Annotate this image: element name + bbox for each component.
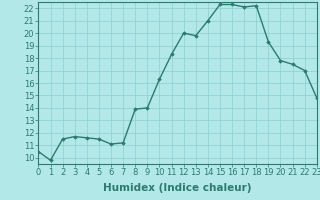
X-axis label: Humidex (Indice chaleur): Humidex (Indice chaleur) <box>103 183 252 193</box>
